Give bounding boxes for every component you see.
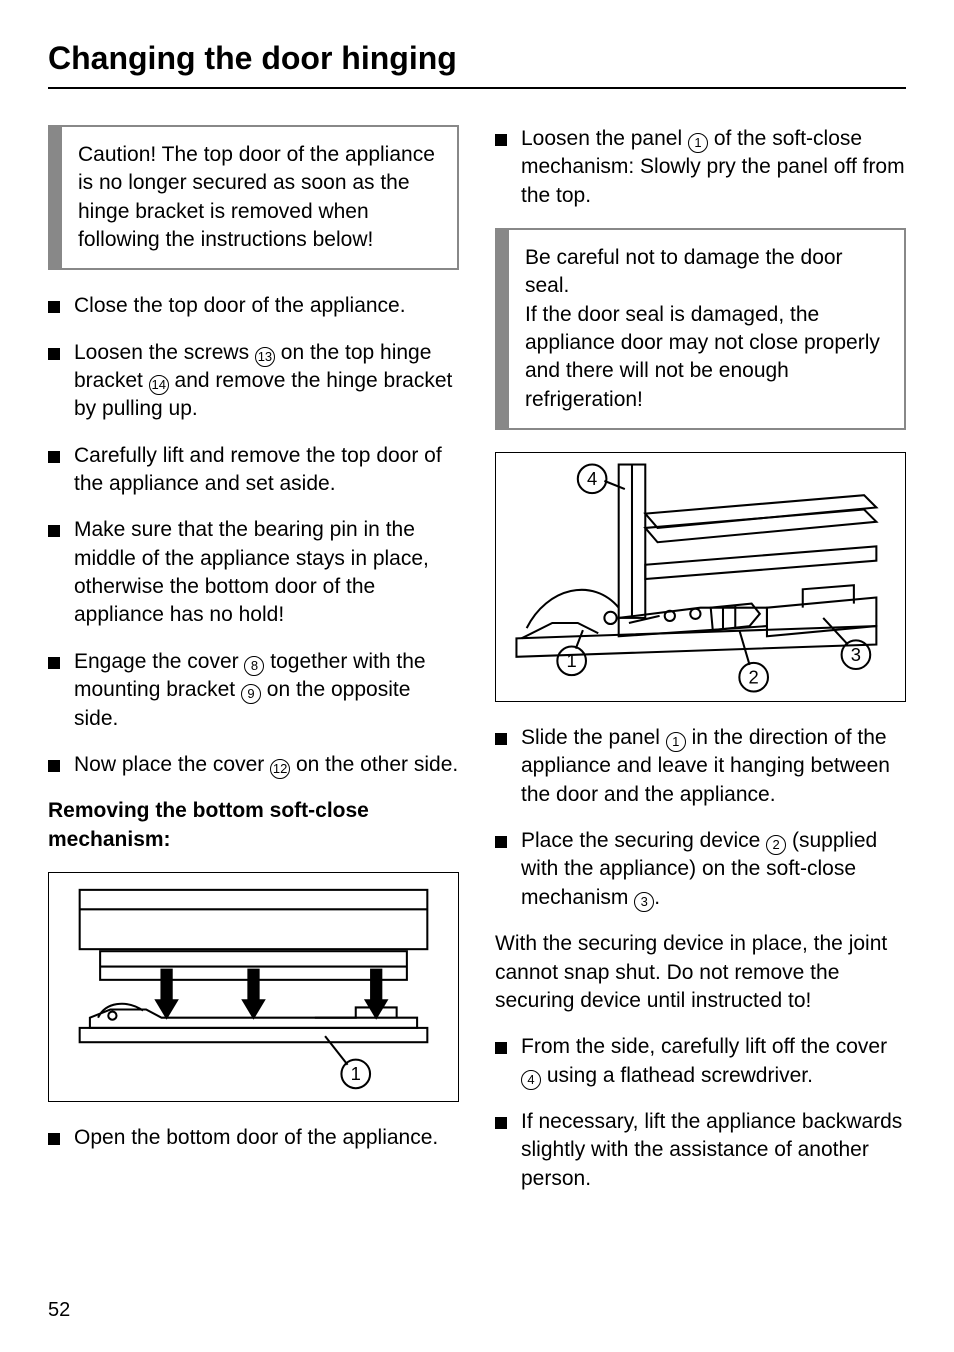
list-item: Engage the cover 8 together with the mou… [48,648,459,733]
list-item: Loosen the screws 13 on the top hinge br… [48,339,459,424]
left-steps: Close the top door of the appliance. Loo… [48,292,459,779]
text: Engage the cover [74,650,244,673]
ref-circle: 1 [688,133,708,153]
figure-bottom-mechanism: 1 [48,872,459,1102]
list-item: Loosen the panel 1 of the soft-close mec… [495,125,906,210]
list-item: Close the top door of the appliance. [48,292,459,320]
figure-securing-device: 4 1 2 3 [495,452,906,702]
text: From the side, carefully lift off the co… [521,1035,887,1058]
ref-circle: 9 [241,684,261,704]
diagram-svg: 1 [49,873,458,1101]
subheading: Removing the bottom soft-close mechanism… [48,797,459,854]
ref-circle: 2 [766,835,786,855]
right-steps-3: From the side, carefully lift off the co… [495,1033,906,1193]
text: Now place the cover [74,753,270,776]
paragraph: With the securing device in place, the j… [495,930,906,1015]
left-steps-2: Open the bottom door of the appliance. [48,1124,459,1152]
caution-box-top: Caution! The top door of the appliance i… [48,125,459,270]
fig-label: 3 [851,644,861,665]
list-item: Carefully lift and remove the top door o… [48,442,459,499]
text: . [654,886,660,909]
list-item: Now place the cover 12 on the other side… [48,751,459,779]
content-columns: Caution! The top door of the appliance i… [48,125,906,1211]
caution-box-right: Be careful not to damage the door seal. … [495,228,906,430]
ref-circle: 14 [149,375,169,395]
list-item: Place the securing device 2 (supplied wi… [495,827,906,912]
text: Slide the panel [521,726,666,749]
list-item: Slide the panel 1 in the direction of th… [495,724,906,809]
list-item: From the side, carefully lift off the co… [495,1033,906,1090]
ref-circle: 1 [666,732,686,752]
text: Loosen the screws [74,341,255,364]
ref-circle: 8 [244,656,264,676]
list-item: If necessary, lift the appliance backwar… [495,1108,906,1193]
page-number: 52 [48,1299,70,1322]
fig-label: 1 [567,650,577,671]
text: using a flathead screwdriver. [541,1064,813,1087]
left-column: Caution! The top door of the appliance i… [48,125,459,1211]
diagram-svg: 4 1 2 3 [496,453,905,701]
ref-circle: 12 [270,759,290,779]
fig-label: 1 [351,1063,361,1084]
fig-label: 4 [587,468,597,489]
text: on the other side. [290,753,458,776]
text: Loosen the panel [521,127,688,150]
ref-circle: 3 [634,892,654,912]
right-steps-1: Loosen the panel 1 of the soft-close mec… [495,125,906,210]
text: Place the securing device [521,829,766,852]
list-item: Open the bottom door of the appliance. [48,1124,459,1152]
ref-circle: 13 [255,347,275,367]
right-column: Loosen the panel 1 of the soft-close mec… [495,125,906,1211]
list-item: Make sure that the bearing pin in the mi… [48,516,459,629]
fig-label: 2 [749,666,759,687]
right-steps-2: Slide the panel 1 in the direction of th… [495,724,906,912]
page-title: Changing the door hinging [48,40,906,89]
ref-circle: 4 [521,1070,541,1090]
